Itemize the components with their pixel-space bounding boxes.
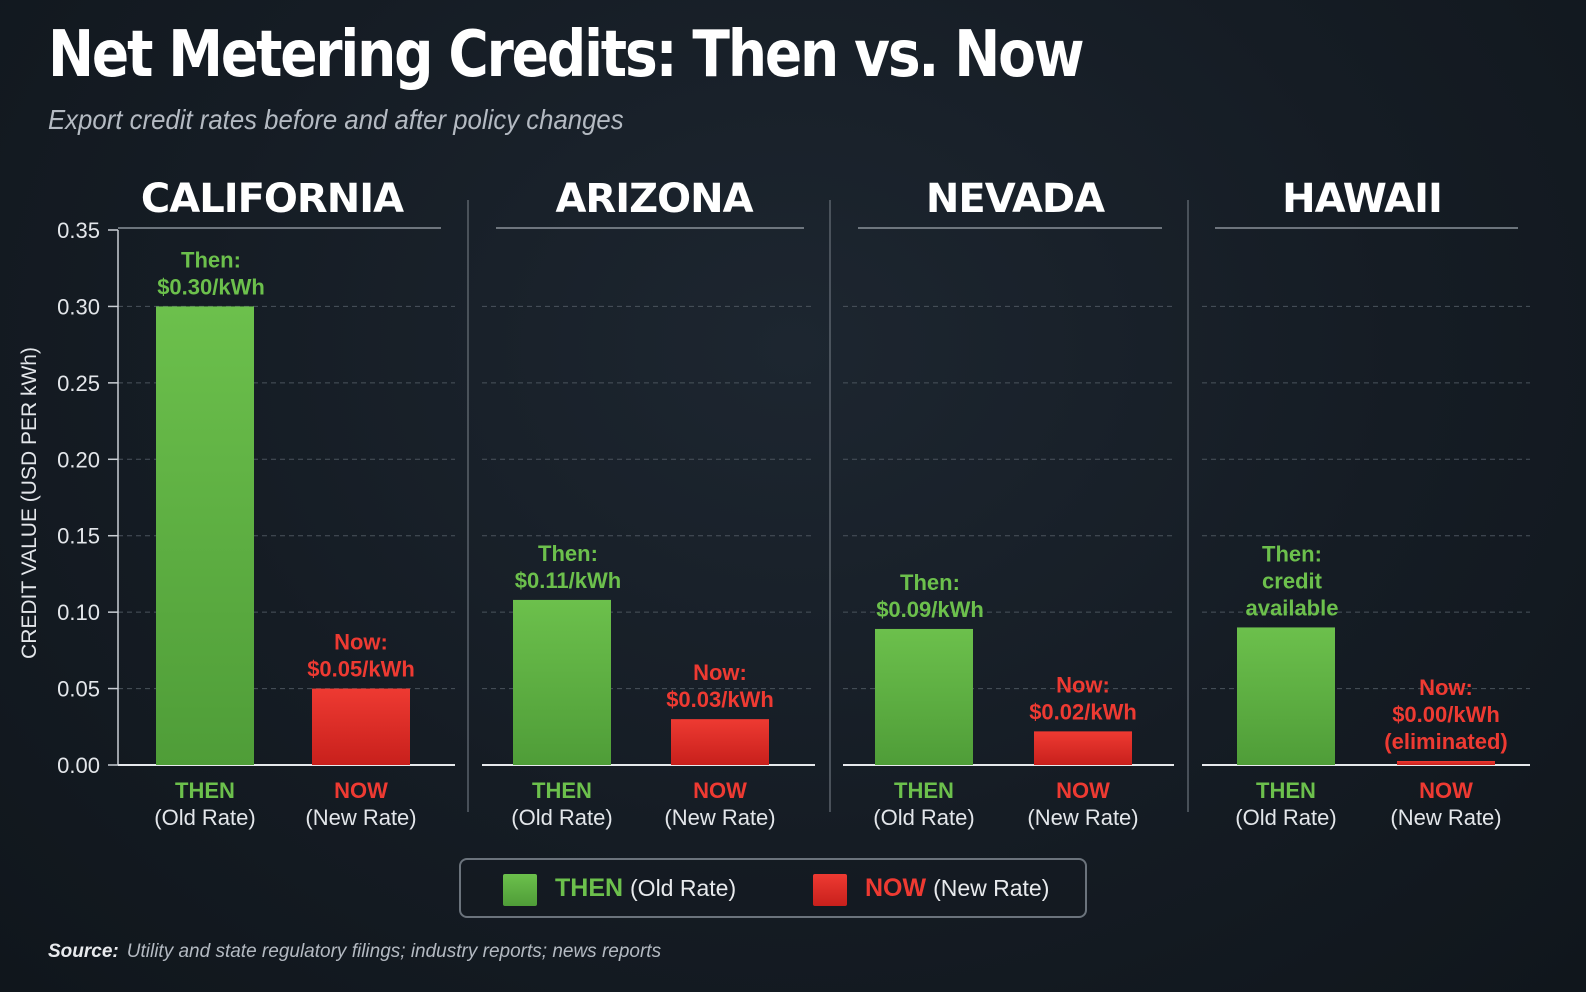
legend-now-sub: (New Rate) (933, 875, 1050, 901)
y-tick-label: 0.35 (57, 218, 100, 243)
category-now-label: NOW (693, 778, 747, 803)
bar-then-value-label: Then: (1262, 541, 1322, 566)
category-then-label: THEN (532, 778, 592, 803)
legend-now-swatch (813, 874, 847, 906)
source-label: Source: (48, 941, 119, 962)
panel-title: HAWAII (1282, 176, 1442, 222)
bar-now-value-label: Now: (693, 660, 747, 685)
bar-then-value-label: available (1246, 595, 1339, 620)
y-tick-label: 0.20 (57, 447, 100, 472)
bar-then-value-label: $0.11/kWh (515, 568, 621, 593)
source-note: Source: Utility and state regulatory fili… (48, 941, 661, 963)
bar-then-value-label: $0.30/kWh (157, 274, 265, 299)
panel-nevada: NEVADA Then:$0.09/kWh Now:$0.02/kWh THEN(Ol… (843, 176, 1174, 830)
category-now-sublabel: (New Rate) (664, 805, 775, 830)
y-tick-label: 0.25 (57, 371, 100, 396)
category-now-label: NOW (1419, 778, 1473, 803)
chart-subtitle: Export credit rates before and after pol… (48, 104, 624, 135)
panel-california: CALIFORNIA Then:$0.30/kWh Now:$0.05/kWh THE… (118, 176, 455, 830)
panel-hawaii: HAWAIIThen:creditavailableNow:$0.00/kWh(… (1202, 176, 1530, 830)
category-then-label: THEN (894, 778, 954, 803)
bar-now (312, 688, 410, 765)
bar-now (671, 719, 769, 765)
bar-now-value-label: Now: (334, 630, 388, 655)
bar-then (156, 306, 254, 765)
bar-now-value-label: Now: (1056, 672, 1110, 697)
y-tick-label: 0.30 (57, 294, 100, 319)
bar-then (1237, 627, 1335, 765)
legend-now-title: NOW (865, 874, 927, 902)
legend-then-swatch (503, 874, 537, 906)
bar-then-value-label: $0.09/kWh (876, 597, 984, 622)
bar-now-value-label: (eliminated) (1384, 729, 1507, 754)
bar-now (1397, 761, 1495, 765)
category-then-label: THEN (1256, 778, 1316, 803)
category-then-sublabel: (Old Rate) (1235, 805, 1336, 830)
bar-now-value-label: $0.03/kWh (666, 687, 774, 712)
category-then-sublabel: (Old Rate) (511, 805, 612, 830)
bar-now-value-label: $0.02/kWh (1029, 699, 1137, 724)
category-now-label: NOW (334, 778, 388, 803)
bar-then (875, 628, 973, 765)
bar-now (1034, 731, 1132, 765)
category-then-sublabel: (Old Rate) (873, 805, 974, 830)
legend-then-label: THEN (Old Rate) (555, 874, 736, 903)
panel-title: ARIZONA (555, 176, 753, 222)
bar-then-value-label: Then: (538, 541, 598, 566)
category-now-sublabel: (New Rate) (1027, 805, 1138, 830)
bar-now-value-label: $0.05/kWh (307, 657, 415, 682)
bar-then-value-label: Then: (181, 247, 241, 272)
panel-title: NEVADA (926, 176, 1105, 222)
y-tick-label: 0.10 (57, 600, 100, 625)
y-tick-label: 0.15 (57, 524, 100, 549)
category-now-label: NOW (1056, 778, 1110, 803)
bar-now-value-label: $0.00/kWh (1392, 702, 1500, 727)
panel-arizona: ARIZONA Then:$0.11/kWh Now:$0.03/kWh THEN(O… (482, 176, 815, 830)
y-axis-label: CREDIT VALUE (USD PER kWh) (18, 347, 41, 659)
category-then-label: THEN (175, 778, 235, 803)
legend-now-label: NOW (New Rate) (865, 874, 1049, 903)
legend: THEN (Old Rate) NOW (New Rate) (459, 858, 1087, 918)
category-now-sublabel: (New Rate) (1390, 805, 1501, 830)
source-text: Utility and state regulatory filings; in… (126, 941, 662, 962)
panel-title: CALIFORNIA (141, 176, 404, 222)
bar-then-value-label: Then: (900, 570, 960, 595)
legend-then-title: THEN (555, 874, 624, 902)
legend-then-sub: (Old Rate) (630, 875, 737, 901)
bar-then (513, 599, 611, 765)
y-tick-label: 0.05 (57, 677, 100, 702)
bar-now-value-label: Now: (1419, 675, 1473, 700)
category-now-sublabel: (New Rate) (305, 805, 416, 830)
chart-title: Net Metering Credits: Then vs. Now (48, 18, 1085, 92)
y-tick-label: 0.00 (57, 753, 100, 778)
category-then-sublabel: (Old Rate) (154, 805, 255, 830)
bar-then-value-label: credit (1262, 568, 1323, 593)
